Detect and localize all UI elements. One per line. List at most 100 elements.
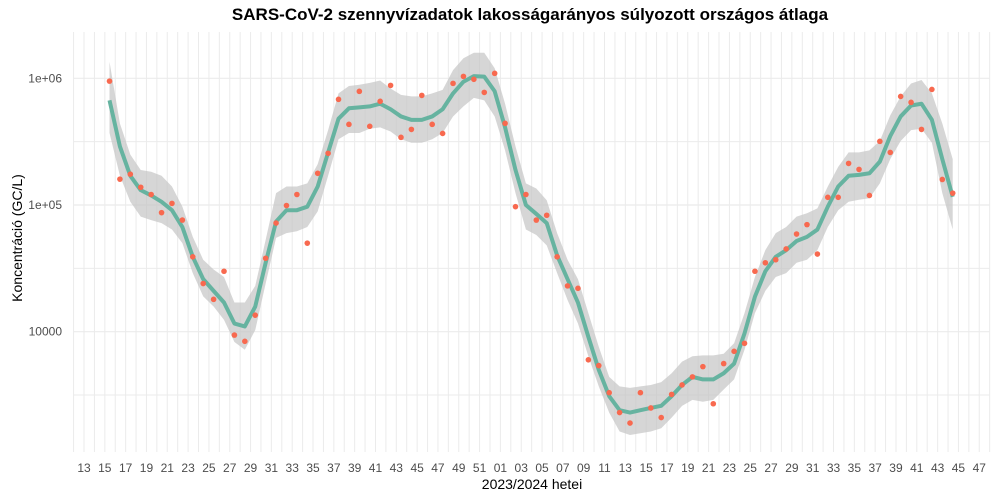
x-tick-label: 21 — [161, 461, 175, 475]
data-point — [949, 190, 956, 196]
x-tick-label: 01 — [494, 461, 508, 475]
data-point — [169, 200, 175, 207]
x-tick-label: 15 — [98, 461, 112, 475]
x-tick-label: 27 — [764, 461, 778, 475]
data-point — [575, 285, 581, 292]
data-point — [918, 126, 925, 133]
data-point — [668, 391, 675, 398]
data-point — [523, 191, 529, 198]
x-tick-label: 35 — [848, 461, 862, 475]
data-point — [314, 170, 321, 177]
x-tick-label: 21 — [702, 461, 716, 475]
y-tick-label: 10000 — [29, 325, 63, 339]
data-point — [804, 221, 810, 228]
data-point — [908, 99, 914, 106]
x-tick-label: 41 — [369, 461, 383, 475]
data-point — [377, 98, 383, 105]
data-point — [106, 78, 113, 84]
data-point — [897, 93, 904, 100]
x-tick-label: 47 — [431, 461, 445, 475]
data-point — [554, 254, 560, 260]
x-tick-label: 41 — [910, 461, 924, 475]
data-point — [616, 409, 623, 416]
data-point — [387, 82, 394, 89]
x-tick-label: 07 — [556, 461, 570, 475]
data-point — [450, 80, 456, 87]
data-point — [533, 217, 540, 223]
x-tick-label: 29 — [785, 461, 799, 475]
data-point — [408, 126, 415, 133]
axis-labels: 1e+06 1e+05 10000 13 15 17 19 21 23 25 27 29 31 33 35 3… — [28, 71, 986, 475]
data-point — [658, 414, 665, 421]
data-point — [866, 192, 873, 199]
x-tick-label: 51 — [473, 461, 487, 475]
data-point — [814, 251, 821, 257]
data-point — [585, 357, 592, 363]
y-tick-label: 1e+06 — [28, 71, 62, 85]
x-tick-label: 45 — [952, 461, 966, 475]
x-tick-label: 17 — [119, 461, 133, 475]
data-point — [845, 160, 852, 167]
x-tick-label: 23 — [723, 461, 737, 475]
data-point — [460, 73, 467, 80]
data-point — [419, 92, 425, 99]
x-tick-label: 15 — [639, 461, 653, 475]
data-point — [158, 209, 165, 216]
data-point — [700, 363, 706, 370]
data-point — [356, 88, 363, 95]
x-tick-label: 37 — [868, 461, 882, 475]
x-tick-label: 11 — [598, 461, 611, 475]
points-group — [106, 70, 956, 426]
data-point — [772, 256, 779, 263]
confidence-ribbon-group — [109, 52, 953, 435]
x-tick-label: 39 — [348, 461, 362, 475]
data-point — [200, 280, 206, 287]
data-point — [335, 96, 342, 103]
data-point — [366, 123, 373, 130]
data-point — [221, 268, 227, 275]
data-point — [179, 217, 186, 223]
smooth-line-group — [107, 74, 955, 415]
data-point — [512, 203, 519, 210]
gridlines — [73, 32, 991, 452]
data-point — [325, 150, 331, 157]
data-point — [752, 268, 758, 275]
data-point — [877, 138, 883, 145]
x-tick-label: 49 — [452, 461, 466, 475]
data-point — [502, 120, 508, 127]
x-tick-label: 09 — [577, 461, 591, 475]
x-axis-title: 2023/2024 hetei — [481, 476, 583, 492]
x-tick-label: 39 — [889, 461, 903, 475]
x-tick-label: 45 — [410, 461, 424, 475]
data-point — [929, 86, 935, 93]
data-point — [741, 340, 748, 347]
data-point — [543, 212, 550, 219]
x-tick-label: 33 — [286, 461, 300, 475]
x-tick-label: 23 — [181, 461, 195, 475]
x-tick-label: 35 — [306, 461, 320, 475]
data-point — [606, 389, 612, 396]
data-point — [689, 374, 696, 380]
x-tick-label: 13 — [619, 461, 633, 475]
x-tick-label: 13 — [77, 461, 91, 475]
data-point — [648, 405, 654, 411]
x-tick-label: 25 — [744, 461, 758, 475]
data-point — [939, 176, 946, 183]
data-point — [637, 389, 644, 396]
data-point — [783, 246, 789, 252]
data-point — [346, 121, 352, 128]
data-point — [824, 194, 831, 201]
data-point — [117, 176, 123, 182]
data-point — [595, 362, 602, 369]
x-tick-label: 19 — [140, 461, 154, 475]
x-tick-label: 37 — [327, 461, 341, 475]
data-point — [731, 348, 737, 355]
x-tick-label: 27 — [223, 461, 237, 475]
x-tick-label: 43 — [931, 461, 945, 475]
x-tick-label: 17 — [660, 461, 674, 475]
data-point — [439, 130, 446, 137]
data-point — [679, 382, 685, 388]
data-point — [627, 420, 633, 426]
x-tick-label: 19 — [681, 461, 695, 475]
